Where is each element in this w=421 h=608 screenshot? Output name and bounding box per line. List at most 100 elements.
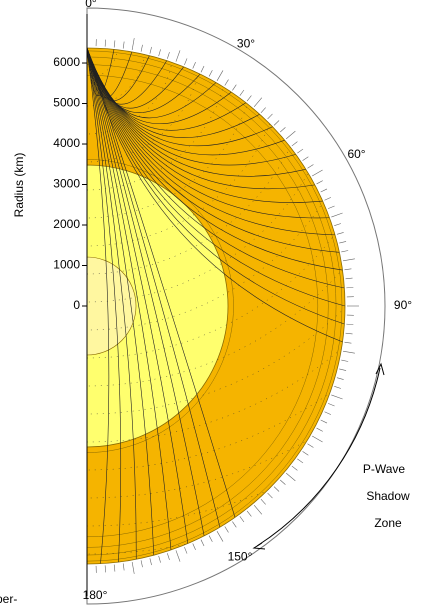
ray <box>87 48 330 219</box>
ring-tick <box>140 44 143 52</box>
ring-tick <box>324 197 332 201</box>
ring-tick <box>345 332 353 335</box>
layer-line <box>86 56 337 556</box>
ring-tick <box>273 120 280 126</box>
ring-tick <box>344 341 352 344</box>
ring-tick <box>122 41 125 49</box>
y-tick-label: 3000 <box>53 177 80 191</box>
ring-tick <box>307 164 314 169</box>
ring-tick <box>216 70 224 81</box>
ring-tick <box>302 451 309 456</box>
angle-label: 150° <box>228 549 253 563</box>
ring-tick <box>339 241 347 244</box>
angle-label: 30° <box>237 37 255 51</box>
y-tick-label: 5000 <box>53 96 80 110</box>
ring-tick <box>208 535 213 542</box>
ring-tick <box>302 156 309 161</box>
layer-line <box>86 64 329 548</box>
ray-paths <box>87 48 345 564</box>
ring-tick <box>253 97 263 108</box>
ring-tick <box>342 350 355 354</box>
ring-tick <box>260 499 266 505</box>
ray <box>87 48 343 271</box>
ring-tick <box>175 550 181 562</box>
ring-tick <box>273 486 280 492</box>
shadow-arrow <box>256 367 381 547</box>
ray <box>87 48 155 556</box>
ring-tick <box>224 526 229 533</box>
ring-tick <box>336 377 344 380</box>
ring-tick <box>345 277 353 280</box>
y-tick-label: 2000 <box>53 217 80 231</box>
ray <box>87 48 336 236</box>
angle-label: 90° <box>394 298 412 312</box>
ray <box>87 48 205 536</box>
ring-tick <box>267 492 273 499</box>
ray <box>87 48 345 289</box>
ring-tick <box>331 394 343 400</box>
ring-tick <box>312 169 323 177</box>
ring-tick <box>192 61 196 69</box>
ray <box>87 48 110 564</box>
ring-tick <box>336 232 344 235</box>
ring-tick <box>334 386 342 389</box>
angle-label: 0° <box>85 0 97 10</box>
ring-tick <box>149 46 152 54</box>
arrow-head <box>252 542 266 550</box>
ring-tick <box>184 546 188 554</box>
ring-tick <box>307 443 314 448</box>
ring-tick <box>149 558 152 566</box>
ray <box>87 48 172 550</box>
ray <box>87 48 137 560</box>
axis-title: Radius (km) <box>12 153 26 218</box>
ring-tick <box>208 70 213 77</box>
layer-line <box>86 50 343 562</box>
layer-line <box>86 74 319 538</box>
ring-tick <box>184 58 188 66</box>
annotation: Zone <box>374 516 402 530</box>
ring-tick <box>131 38 135 51</box>
ring-tick <box>267 113 273 120</box>
ring-tick <box>291 141 298 147</box>
ring-tick <box>200 539 205 547</box>
ring-tick <box>316 180 323 185</box>
angle-ring-ticks <box>86 34 359 578</box>
ray <box>87 48 343 343</box>
ray <box>87 48 345 307</box>
ray <box>87 48 236 518</box>
ring-tick <box>297 148 304 154</box>
ring-tick <box>175 50 181 62</box>
ray <box>87 48 296 166</box>
ring-tick <box>167 51 170 59</box>
angle-label: 180° <box>83 588 108 602</box>
arrow-head <box>375 362 385 376</box>
ring-tick <box>285 472 296 482</box>
ring-tick <box>280 479 286 485</box>
ring-tick <box>341 359 349 362</box>
ring-tick <box>334 223 342 226</box>
ray <box>87 48 323 203</box>
ring-tick <box>246 510 252 517</box>
ring-tick <box>158 555 161 563</box>
ray <box>87 48 315 189</box>
ring-tick <box>158 49 161 57</box>
annotation: P-Wave <box>363 462 406 476</box>
angle-label: 60° <box>347 147 365 161</box>
ring-tick <box>260 107 266 113</box>
ring-tick <box>331 212 343 218</box>
ring-tick <box>324 411 332 415</box>
ring-tick <box>131 561 135 574</box>
ray <box>87 48 189 544</box>
ray <box>87 48 340 253</box>
y-tick-label: 4000 <box>53 136 80 150</box>
ring-tick <box>316 427 323 432</box>
ring-tick <box>339 368 347 371</box>
ring-tick <box>167 553 170 561</box>
ring-tick <box>341 250 349 253</box>
ring-tick <box>232 521 237 528</box>
ray <box>87 48 221 528</box>
ring-tick <box>312 435 323 443</box>
ring-tick <box>113 40 116 48</box>
y-tick-label: 0 <box>73 298 80 312</box>
